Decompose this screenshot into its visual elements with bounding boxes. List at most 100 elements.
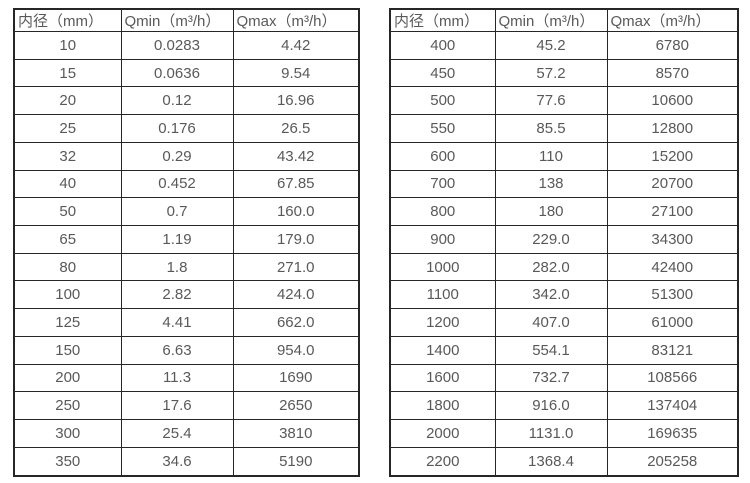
table-row: 125 4.41 662.0	[13, 308, 360, 337]
table-cell: 42400	[606, 252, 739, 282]
table-cell: 169635	[606, 419, 739, 448]
table-cell: 110	[494, 141, 608, 171]
table-cell: 550	[389, 114, 496, 143]
table-cell: 0.452	[120, 169, 234, 199]
table-row: 2200 1368.4 205258	[389, 446, 739, 477]
table-cell: 0.0283	[120, 31, 234, 60]
table-cell: 2000	[389, 419, 496, 448]
table-cell: 20	[13, 86, 122, 116]
table-cell: 34.6	[120, 446, 234, 477]
table-cell: 10	[13, 31, 122, 60]
table-cell: 900	[389, 225, 496, 254]
table-cell: 554.1	[494, 335, 608, 365]
table-cell: 342.0	[494, 280, 608, 310]
table-cell: 800	[389, 197, 496, 227]
table-row: 32 0.29 43.42	[13, 141, 360, 171]
table-row: 1000 282.0 42400	[389, 252, 739, 282]
table-row: 350 34.6 5190	[13, 446, 360, 477]
table-cell: 200	[13, 363, 122, 393]
table-row: 500 77.6 10600	[389, 86, 739, 116]
table-cell: 1.8	[120, 252, 234, 282]
table-row: 1800 916.0 137404	[389, 391, 739, 421]
table-cell: 8570	[606, 58, 739, 88]
table-cell: 138	[494, 169, 608, 199]
table-cell: 250	[13, 391, 122, 421]
table-cell: 85.5	[494, 114, 608, 143]
table-cell: 26.5	[232, 114, 360, 143]
table-cell: 229.0	[494, 225, 608, 254]
table-row: 50 0.7 160.0	[13, 197, 360, 227]
table-row: 1600 732.7 108566	[389, 363, 739, 393]
table-row: 800 180 27100	[389, 197, 739, 227]
table-cell: 2.82	[120, 280, 234, 310]
table-row: 80 1.8 271.0	[13, 252, 360, 282]
table-cell: 137404	[606, 391, 739, 421]
table-cell: 4.42	[232, 31, 360, 60]
table-cell: 4.41	[120, 308, 234, 337]
table-cell: 6780	[606, 31, 739, 60]
table-body: 10 0.0283 4.42 15 0.0636 9.54 20 0.12 16.96 25 0.1…	[13, 31, 360, 477]
table-cell: 80	[13, 252, 122, 282]
table-cell: 25.4	[120, 419, 234, 448]
table-cell: 16.96	[232, 86, 360, 116]
header-qmin: Qmin（m³/h）	[494, 8, 608, 32]
table-cell: 1000	[389, 252, 496, 282]
table-cell: 300	[13, 419, 122, 448]
table-cell: 1400	[389, 335, 496, 365]
table-cell: 57.2	[494, 58, 608, 88]
table-body: 400 45.2 6780 450 57.2 8570 500 77.6 10600 550 85.…	[389, 31, 739, 477]
table-cell: 1100	[389, 280, 496, 310]
table-cell: 662.0	[232, 308, 360, 337]
flow-table-large-diameters: 内径（mm） Qmin（m³/h） Qmax（m³/h） 400 45.2 6780…	[389, 8, 739, 477]
table-cell: 1131.0	[494, 419, 608, 448]
table-cell: 1368.4	[494, 446, 608, 477]
table-cell: 61000	[606, 308, 739, 337]
table-cell: 0.7	[120, 197, 234, 227]
table-cell: 45.2	[494, 31, 608, 60]
table-cell: 350	[13, 446, 122, 477]
table-cell: 0.12	[120, 86, 234, 116]
table-row: 2000 1131.0 169635	[389, 419, 739, 448]
table-cell: 40	[13, 169, 122, 199]
table-cell: 9.54	[232, 58, 360, 88]
table-row: 15 0.0636 9.54	[13, 58, 360, 88]
table-cell: 5190	[232, 446, 360, 477]
table-cell: 100	[13, 280, 122, 310]
table-cell: 450	[389, 58, 496, 88]
table-header-row: 内径（mm） Qmin（m³/h） Qmax（m³/h）	[389, 8, 739, 32]
table-cell: 179.0	[232, 225, 360, 254]
table-row: 40 0.452 67.85	[13, 169, 360, 199]
table-cell: 732.7	[494, 363, 608, 393]
table-cell: 51300	[606, 280, 739, 310]
table-row: 150 6.63 954.0	[13, 335, 360, 365]
flow-table-small-diameters: 内径（mm） Qmin（m³/h） Qmax（m³/h） 10 0.0283 4.4…	[13, 8, 360, 477]
table-row: 300 25.4 3810	[13, 419, 360, 448]
table-row: 10 0.0283 4.42	[13, 31, 360, 60]
table-cell: 20700	[606, 169, 739, 199]
table-cell: 6.63	[120, 335, 234, 365]
table-cell: 1200	[389, 308, 496, 337]
table-row: 200 11.3 1690	[13, 363, 360, 393]
table-cell: 32	[13, 141, 122, 171]
table-cell: 11.3	[120, 363, 234, 393]
table-row: 400 45.2 6780	[389, 31, 739, 60]
table-row: 20 0.12 16.96	[13, 86, 360, 116]
header-qmin: Qmin（m³/h）	[120, 8, 234, 32]
table-cell: 600	[389, 141, 496, 171]
table-row: 900 229.0 34300	[389, 225, 739, 254]
table-cell: 150	[13, 335, 122, 365]
table-cell: 916.0	[494, 391, 608, 421]
table-row: 550 85.5 12800	[389, 114, 739, 143]
table-row: 1100 342.0 51300	[389, 280, 739, 310]
table-cell: 180	[494, 197, 608, 227]
table-cell: 160.0	[232, 197, 360, 227]
table-cell: 34300	[606, 225, 739, 254]
table-cell: 27100	[606, 197, 739, 227]
table-row: 65 1.19 179.0	[13, 225, 360, 254]
header-qmax: Qmax（m³/h）	[232, 8, 360, 32]
table-cell: 3810	[232, 419, 360, 448]
table-cell: 108566	[606, 363, 739, 393]
table-row: 100 2.82 424.0	[13, 280, 360, 310]
table-cell: 10600	[606, 86, 739, 116]
